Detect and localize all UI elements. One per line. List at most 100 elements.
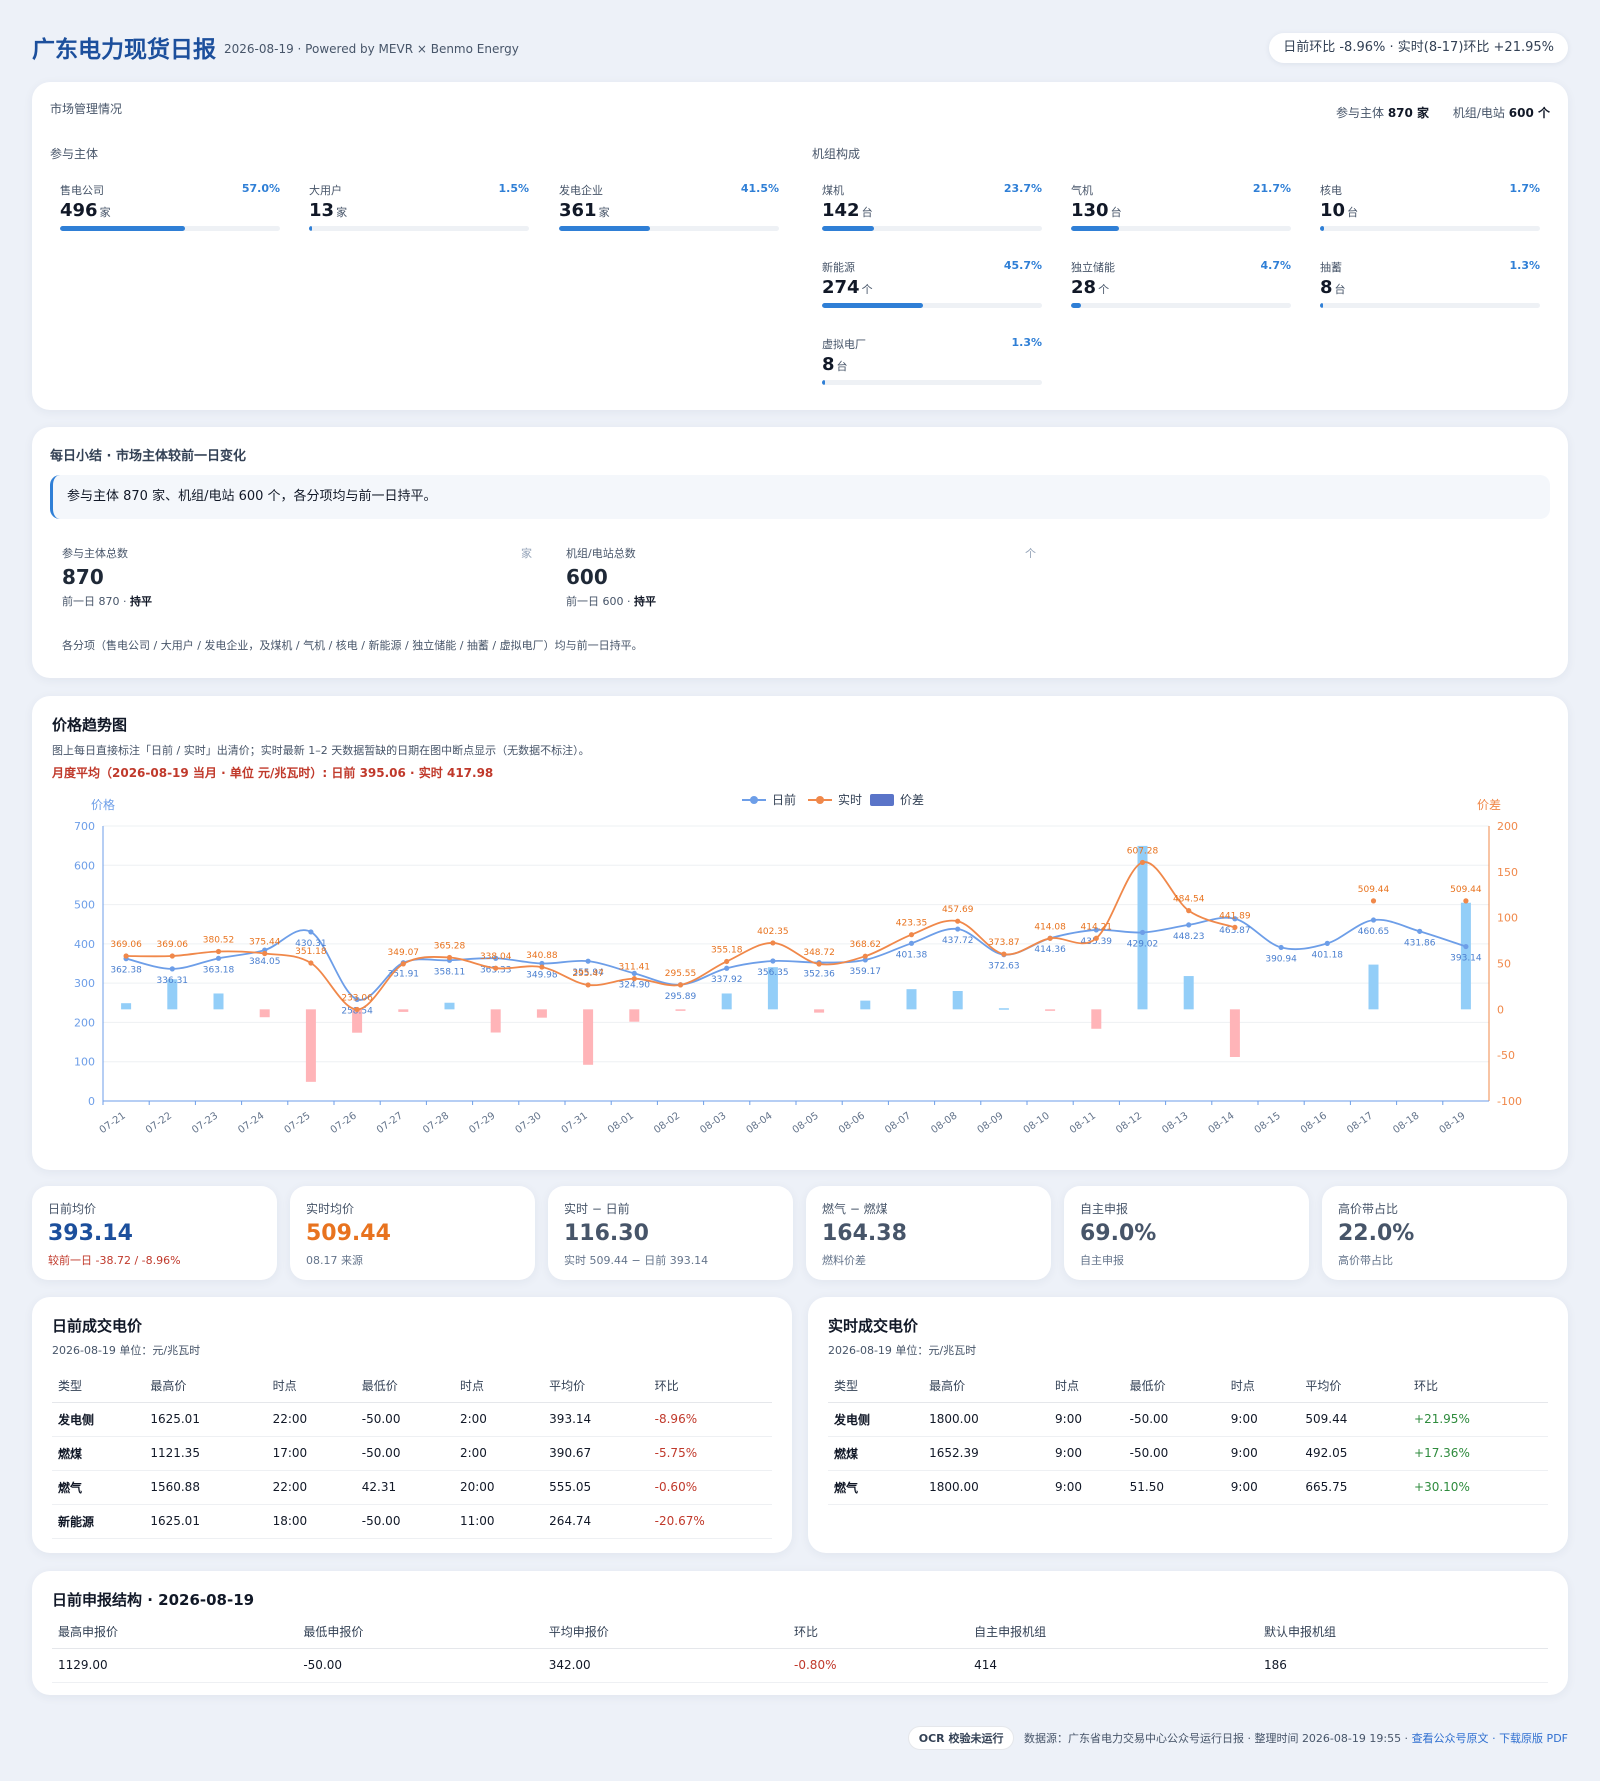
data-label: 355.94	[572, 968, 604, 978]
column-header: 自主申报机组	[968, 1616, 1259, 1649]
item-prev: 前一日 600 ·	[566, 595, 634, 608]
spread-bar	[1045, 1009, 1056, 1011]
meter-unit: 家	[598, 206, 610, 219]
meter-unit: 个	[861, 283, 873, 296]
table-cell: 17:00	[266, 1436, 356, 1471]
data-point	[770, 958, 776, 964]
data-point	[308, 929, 314, 935]
meter-label: 独立储能	[1071, 261, 1115, 274]
da-price-table: 类型 最高价 时点 最低价 时点 平均价 环比 发电侧 1625.01 22:00 -50.00 2:…	[52, 1370, 772, 1539]
meter-value: 361 家	[559, 200, 779, 221]
legend-label: 日前	[772, 792, 796, 807]
link-separator: ·	[1492, 1732, 1500, 1745]
price-trend-card: 价格趋势图 图上每日直接标注「日前 / 实时」出清价；实时最新 1–2 天数据暂…	[32, 696, 1568, 1170]
data-point	[1417, 928, 1423, 934]
data-label: 311.41	[619, 963, 651, 973]
column-header: 最低价	[1123, 1370, 1225, 1403]
stat-value: 69.0%	[1080, 1221, 1157, 1246]
data-label: 390.94	[1265, 954, 1297, 964]
data-label: 509.44	[1450, 885, 1482, 895]
meter-value: 13 家	[309, 200, 529, 221]
column-header: 时点	[453, 1370, 544, 1403]
spread-bar	[167, 979, 178, 1010]
spread-bar	[1229, 1009, 1240, 1057]
legend-label: 实时	[838, 792, 862, 807]
table-cell: 1652.39	[923, 1436, 1050, 1471]
meter-unit: 台	[1347, 206, 1359, 219]
price-chart: 0 100 200 300 400 500 600 700 -100 -50 0 50 100 150 20…	[74, 792, 1522, 1136]
composition-meter: 独立储能 4.7% 28 个	[1071, 259, 1291, 308]
table-cell: 9:00	[1224, 1436, 1300, 1471]
meter-value: 274 个	[822, 277, 1042, 298]
trend-desc: 图上每日直接标注「日前 / 实时」出清价；实时最新 1–2 天数据暂缺的日期在图…	[52, 744, 590, 757]
spread-bar	[1368, 964, 1379, 1010]
data-point	[631, 970, 637, 976]
daily-summary-card: 每日小结 · 市场主体较前一日变化 参与主体 870 家、机组/电站 600 个…	[32, 427, 1568, 678]
x-tick-label: 07-27	[375, 1110, 405, 1136]
meter-track	[822, 303, 1042, 308]
data-label: 295.89	[665, 992, 697, 1002]
x-tick-label: 07-28	[421, 1110, 451, 1136]
market-summary: 参与主体 870 家 机组/电站 600 个	[1336, 104, 1550, 121]
table-cell: -50.00	[355, 1402, 454, 1437]
meter-label: 核电	[1320, 184, 1342, 197]
meter-percent: 4.7%	[1260, 259, 1291, 272]
data-point	[1370, 917, 1377, 923]
table-cell: +17.36%	[1408, 1436, 1548, 1471]
meter-unit: 家	[99, 206, 111, 219]
data-point	[955, 918, 961, 924]
column-header: 环比	[788, 1616, 969, 1649]
download-pdf-link[interactable]: 下载原版 PDF	[1499, 1732, 1568, 1745]
column-header: 平均价	[543, 1370, 649, 1403]
x-tick-label: 08-01	[606, 1110, 636, 1136]
item-prev: 前一日 870 ·	[62, 595, 130, 608]
daily-notice: 参与主体 870 家、机组/电站 600 个，各分项均与前一日持平。	[50, 475, 1550, 519]
data-label: 402.35	[757, 927, 789, 937]
x-tick-label: 08-13	[1160, 1110, 1190, 1136]
y2-tick-label: 100	[1497, 912, 1518, 925]
meter-number: 274	[822, 277, 860, 298]
table-cell: +30.10%	[1408, 1470, 1548, 1505]
daily-title: 每日小结 · 市场主体较前一日变化	[50, 449, 246, 464]
table-cell: +21.95%	[1408, 1402, 1548, 1437]
legend-marker	[816, 796, 824, 804]
meter-fill	[822, 380, 825, 385]
stat-label: 实时 − 日前	[564, 1202, 630, 1216]
data-point	[955, 926, 961, 932]
data-point	[1139, 929, 1146, 936]
meter-percent: 57.0%	[241, 182, 280, 195]
data-label: 372.63	[988, 962, 1020, 972]
data-label: 380.52	[203, 936, 235, 946]
data-point	[1093, 927, 1099, 933]
page-title: 广东电力现货日报	[32, 37, 216, 63]
table-cell: 1625.01	[144, 1402, 267, 1437]
data-label: 373.87	[988, 938, 1020, 948]
meter-fill	[309, 226, 313, 231]
meter-fill	[822, 303, 923, 308]
table-cell: 1625.01	[144, 1504, 267, 1539]
table-cell: -50.00	[355, 1504, 454, 1539]
composition-meter: 虚拟电厂 1.3% 8 台	[822, 336, 1042, 385]
meter-fill	[822, 226, 875, 231]
daily-note: 各分项（售电公司 / 大用户 / 发电企业，及煤机 / 气机 / 核电 / 新能…	[62, 639, 643, 652]
y-tick-label: 600	[74, 859, 95, 872]
table-cell: 9:00	[1224, 1402, 1300, 1437]
composition-meter: 新能源 45.7% 274 个	[822, 259, 1042, 308]
data-point	[169, 953, 175, 959]
data-label: 375.44	[249, 938, 281, 948]
y2-tick-label: 200	[1497, 820, 1518, 833]
data-label: 338.04	[480, 952, 512, 962]
stat-card: 燃气 − 燃煤 164.38 燃料价差	[806, 1186, 1051, 1280]
original-article-link[interactable]: 查看公众号原文	[1411, 1732, 1489, 1745]
meter-number: 8	[822, 354, 835, 375]
table-cell: 51.50	[1123, 1470, 1225, 1505]
stat-sub: 自主申报	[1080, 1254, 1124, 1267]
data-label: 430.31	[295, 939, 327, 949]
meter-label: 虚拟电厂	[822, 338, 866, 351]
column-header: 最高申报价	[52, 1616, 298, 1649]
table-cell: 414	[968, 1648, 1259, 1683]
meter-number: 13	[309, 200, 335, 221]
x-tick-label: 08-09	[976, 1110, 1006, 1136]
